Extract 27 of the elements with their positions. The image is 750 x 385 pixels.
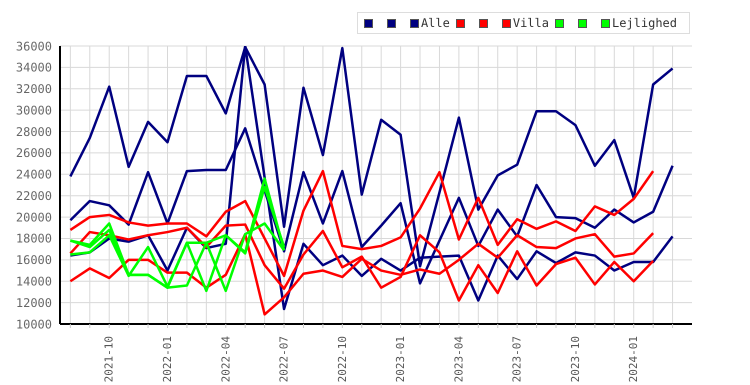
x-tick-label: 2022-10 (336, 336, 349, 382)
x-tick-label: 2023-07 (510, 336, 524, 382)
y-tick-label: 32000 (16, 82, 52, 96)
y-tick-label: 12000 (16, 296, 52, 310)
y-tick-label: 20000 (16, 210, 52, 224)
y-tick-label: 14000 (16, 274, 52, 288)
legend-label: Lejlighed (612, 16, 677, 30)
x-tick-label: 2022-04 (219, 336, 232, 382)
x-tick-label: 2022-07 (278, 336, 291, 382)
y-tick-label: 28000 (16, 124, 52, 139)
x-tick-label: 2023-04 (452, 336, 466, 382)
y-tick-label: 34000 (16, 60, 52, 75)
x-tick-label: 2022-01 (160, 336, 174, 382)
x-tick-label: 2023-10 (568, 336, 582, 382)
y-tick-label: 16000 (16, 253, 52, 268)
y-tick-label: 30000 (16, 103, 52, 118)
y-tick-label: 24000 (16, 168, 52, 182)
x-tick-label: 2023-01 (394, 336, 408, 382)
y-tick-label: 36000 (16, 39, 52, 54)
legend-label: Alle (420, 16, 450, 30)
y-tick-label: 10000 (16, 317, 52, 332)
y-tick-label: 22000 (16, 188, 52, 203)
x-tick-label: 2024-01 (627, 336, 640, 382)
legend-label: Villa (512, 16, 549, 30)
y-tick-label: 26000 (16, 146, 52, 160)
y-tick-label: 18000 (16, 232, 52, 246)
x-tick-label: 2021-10 (102, 336, 116, 382)
